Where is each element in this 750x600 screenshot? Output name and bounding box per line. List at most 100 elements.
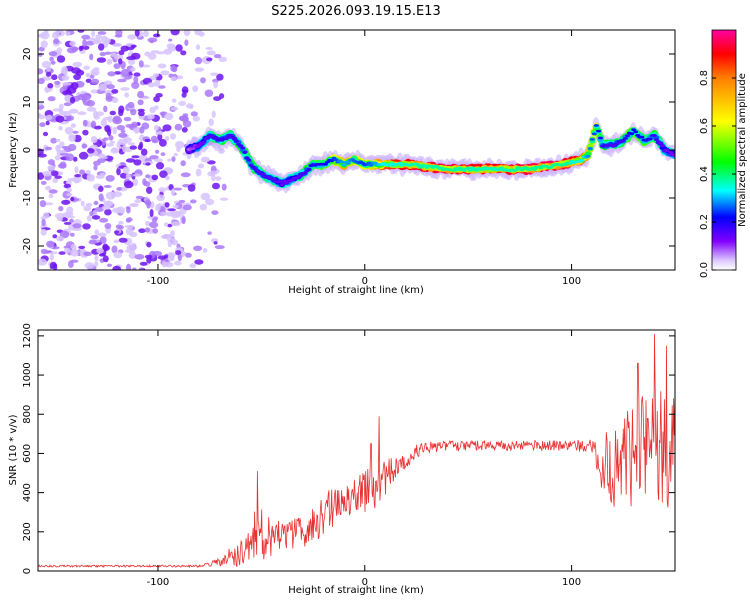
noise-blob (83, 205, 92, 212)
noise-blob (47, 165, 56, 171)
noise-blob (132, 178, 139, 186)
noise-blob (91, 71, 99, 76)
noise-blob (167, 208, 176, 212)
noise-blob (38, 172, 45, 180)
x-tick-label: 100 (562, 577, 581, 588)
noise-blob (107, 115, 113, 123)
noise-blob (106, 58, 113, 65)
noise-blob (98, 43, 105, 51)
noise-blob (88, 239, 98, 245)
noise-blob (65, 211, 74, 217)
ridge-cell (298, 174, 304, 178)
noise-blob (127, 34, 137, 40)
noise-blob (44, 87, 50, 93)
noise-blob (104, 223, 112, 229)
noise-blob (90, 235, 99, 240)
noise-blob (155, 203, 161, 212)
noise-blob (171, 239, 179, 246)
noise-blob (142, 178, 147, 186)
noise-blob (54, 175, 62, 179)
noise-blob (95, 34, 102, 40)
noise-blob (41, 61, 52, 68)
noise-blob (93, 200, 99, 206)
noise-blob (206, 57, 213, 62)
noise-blob (151, 218, 158, 223)
noise-blob (48, 251, 58, 255)
noise-blob (39, 200, 47, 208)
noise-blob (149, 209, 154, 217)
noise-blob (145, 174, 151, 179)
noise-blob (55, 115, 65, 123)
noise-blob (181, 86, 189, 94)
noise-blob (118, 225, 124, 230)
noise-blob (97, 158, 106, 164)
noise-blob (220, 197, 229, 201)
ridge-cell (277, 180, 283, 183)
noise-blob (103, 185, 112, 188)
noise-blob (54, 213, 65, 219)
y-tick-label: 0 (22, 147, 33, 153)
noise-blob (156, 194, 166, 202)
ridge-cell (252, 167, 258, 171)
noise-blob (219, 93, 225, 99)
noise-blob (180, 50, 187, 56)
y-tick-label: 200 (22, 522, 33, 541)
noise-blob (106, 84, 115, 90)
noise-blob (161, 260, 167, 268)
noise-blob (50, 60, 56, 65)
noise-blob (79, 169, 86, 175)
noise-blob (116, 125, 126, 131)
noise-blob (93, 67, 100, 71)
noise-blob (198, 31, 205, 37)
noise-blob (185, 252, 192, 258)
y-tick-label: -10 (22, 190, 33, 206)
noise-blob (82, 92, 92, 101)
ridge-cell (591, 132, 597, 136)
noise-blob (98, 253, 106, 257)
noise-blob (163, 261, 174, 268)
noise-blob (89, 53, 94, 61)
noise-blob (100, 119, 107, 127)
noise-blob (175, 141, 185, 149)
noise-blob (113, 251, 123, 259)
snr-y-label: SNR (10 * v/v) (8, 414, 19, 485)
noise-blob (69, 96, 76, 104)
ridge-cell (416, 163, 421, 167)
noise-blob (157, 130, 164, 135)
noise-blob (123, 116, 132, 122)
ridge-cell (633, 130, 639, 134)
noise-blob (165, 175, 170, 181)
noise-blob (42, 171, 52, 177)
noise-blob (80, 200, 85, 207)
ridge-cell (279, 183, 285, 187)
noise-blob (160, 211, 167, 216)
noise-blob (91, 215, 101, 220)
noise-blob (83, 65, 90, 70)
noise-blob (118, 237, 128, 243)
ridge-cell (647, 137, 653, 141)
noise-blob (197, 163, 205, 169)
noise-blob (98, 185, 104, 192)
noise-blob (62, 82, 72, 86)
noise-blob (41, 218, 46, 227)
noise-blob (181, 92, 187, 98)
noise-blob (54, 80, 61, 85)
noise-blob (48, 193, 54, 199)
noise-blob (175, 250, 182, 256)
noise-blob (129, 203, 140, 208)
noise-blob (125, 263, 132, 270)
noise-blob (182, 113, 189, 117)
noise-blob (103, 200, 111, 208)
noise-blob (112, 116, 123, 125)
ridge-cell (567, 162, 572, 165)
noise-blob (82, 223, 91, 230)
ridge-cell (366, 161, 372, 165)
noise-blob (92, 38, 101, 44)
noise-blob (116, 167, 121, 176)
noise-blob (53, 38, 60, 44)
noise-blob (47, 96, 56, 102)
noise-blob (150, 135, 158, 143)
noise-blob (170, 106, 179, 111)
noise-blob (64, 115, 74, 122)
